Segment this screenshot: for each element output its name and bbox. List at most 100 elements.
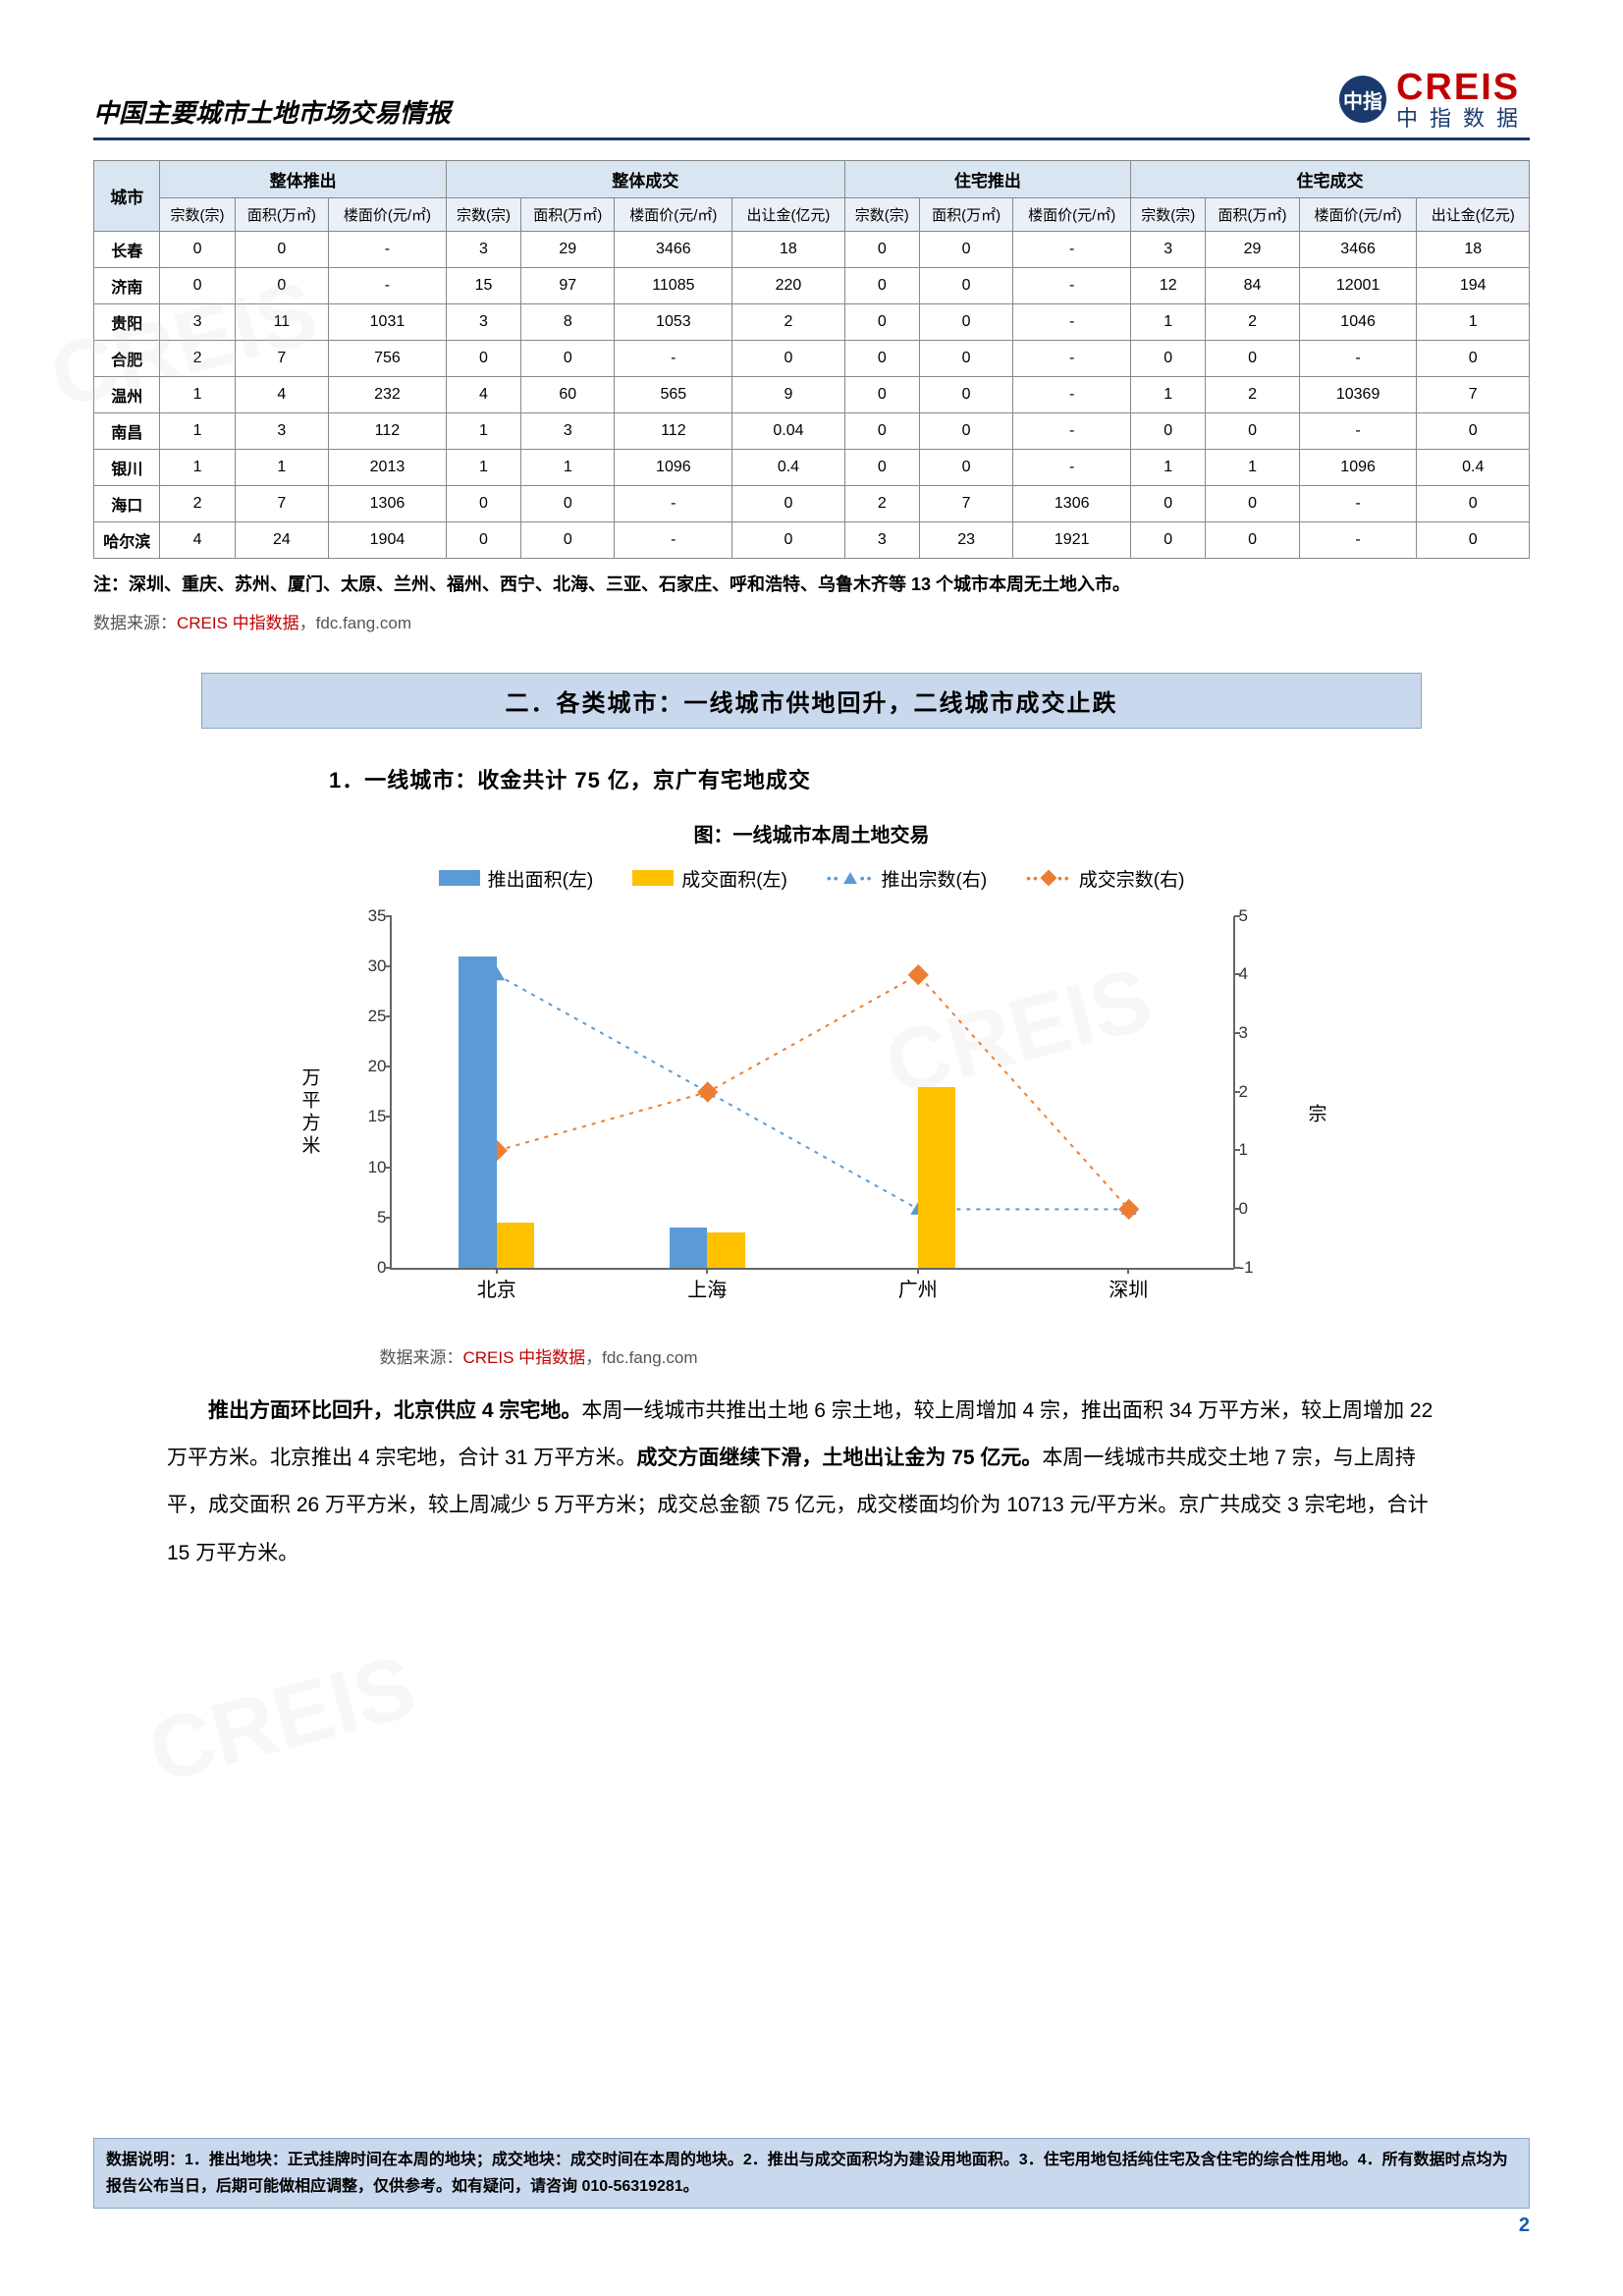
sub-col-header: 楼面价(元/㎡) [1299,198,1417,232]
cell-value: 60 [521,377,615,413]
sub-col-header: 出让金(亿元) [1417,198,1530,232]
cell-value: 1 [160,377,235,413]
logo-cn: 中指数据 [1396,108,1530,130]
cell-value: 1 [446,413,520,450]
legend-swatch-icon [632,870,674,886]
ytick-left: 0 [348,1258,387,1278]
ytick-right: 1 [1239,1140,1273,1160]
cell-value: 0 [1417,522,1530,559]
cell-value: 2 [1206,377,1299,413]
xtick: 上海 [687,1274,727,1302]
cell-value: 1 [1417,304,1530,341]
cell-value: 0 [919,304,1012,341]
tier1-chart: 推出面积(左) 成交面积(左) ••••推出宗数(右) ••••成交宗数(右) … [321,865,1303,1368]
cell-value: 3 [521,413,615,450]
cell-value: 15 [446,268,520,304]
cell-value: 1096 [615,450,732,486]
cell-city: 银川 [94,450,160,486]
table-row: 银川1120131110960.400-1110960.4 [94,450,1530,486]
cell-value: 11 [235,304,328,341]
bar-push-area [670,1228,708,1268]
y-axis-left-label: 万平方米 [297,1067,323,1158]
sub-section-title: 1．一线城市：收金共计 75 亿，京广有宅地成交 [329,763,1530,794]
cell-value: 0 [446,522,520,559]
cell-value: - [615,522,732,559]
cell-city: 贵阳 [94,304,160,341]
cell-value: 2 [1206,304,1299,341]
sub-col-header: 面积(万㎡) [521,198,615,232]
cell-value: 0 [1206,341,1299,377]
cell-value: 0 [919,268,1012,304]
cell-value: 0 [1417,486,1530,522]
cell-value: 756 [329,341,447,377]
cell-value: 1 [160,450,235,486]
cell-value: 1096 [1299,450,1417,486]
table-row: 哈尔滨424190400-0323192100-0 [94,522,1530,559]
cell-value: 0 [1206,522,1299,559]
cell-value: 0 [1417,413,1530,450]
cell-city: 长春 [94,232,160,268]
cell-value: - [1013,268,1131,304]
sub-col-header: 面积(万㎡) [1206,198,1299,232]
sub-col-header: 楼面价(元/㎡) [329,198,447,232]
cell-value: 1 [1131,377,1206,413]
watermark: CREIS [138,1636,425,1804]
cell-value: 0 [844,377,919,413]
cell-value: - [1013,341,1131,377]
cell-city: 济南 [94,268,160,304]
cell-value: 0 [446,486,520,522]
table-row: 贵阳3111031381053200-1210461 [94,304,1530,341]
cell-value: 0 [446,341,520,377]
cell-value: 84 [1206,268,1299,304]
ytick-right: 4 [1239,964,1273,984]
sub-col-header: 面积(万㎡) [235,198,328,232]
legend-deal-count: ••••成交宗数(右) [1026,865,1184,892]
table-body: 长春00-32934661800-329346618济南00-159711085… [94,232,1530,559]
cell-value: 2 [732,304,844,341]
ytick-left: 20 [348,1057,387,1076]
cell-value: - [1013,450,1131,486]
cell-city: 温州 [94,377,160,413]
cell-value: 0 [919,413,1012,450]
bar-deal-area [497,1223,535,1268]
cell-value: 3 [844,522,919,559]
cell-value: 0 [919,450,1012,486]
cell-value: 97 [521,268,615,304]
creis-logo: 中指 CREIS 中指数据 [1339,69,1530,130]
table-row: 海口27130600-027130600-0 [94,486,1530,522]
cell-value: - [1013,377,1131,413]
cell-value: 3 [446,232,520,268]
table-row: 济南00-15971108522000-128412001194 [94,268,1530,304]
cell-city: 合肥 [94,341,160,377]
section-title: 二．各类城市：一线城市供地回升，二线城市成交止跌 [201,673,1423,729]
cell-value: 2 [160,341,235,377]
cell-value: 3 [235,413,328,450]
cell-value: - [1299,341,1417,377]
source-prefix: 数据来源： [93,614,177,632]
group-header: 整体成交 [446,161,844,198]
cell-value: 12001 [1299,268,1417,304]
cell-value: 1921 [1013,522,1131,559]
cell-value: 0 [844,413,919,450]
cell-value: 12 [1131,268,1206,304]
cell-value: 7 [235,486,328,522]
cell-value: - [1299,413,1417,450]
xtick: 北京 [477,1274,516,1302]
cell-value: 1306 [1013,486,1131,522]
cell-value: 0 [919,341,1012,377]
legend-label: 成交面积(左) [681,865,787,892]
cell-value: 1 [1131,450,1206,486]
cell-value: 4 [235,377,328,413]
sub-col-header: 楼面价(元/㎡) [615,198,732,232]
cell-value: - [1013,232,1131,268]
cell-value: 3466 [1299,232,1417,268]
ytick-right: 3 [1239,1023,1273,1043]
xtick: 深圳 [1109,1274,1148,1302]
table-note: 注：深圳、重庆、苏州、厦门、太原、兰州、福州、西宁、北海、三亚、石家庄、呼和浩特… [93,571,1530,599]
cell-value: 3466 [615,232,732,268]
cell-value: 3 [160,304,235,341]
ytick-left: 25 [348,1007,387,1026]
cell-value: 0 [919,377,1012,413]
chart-svg [392,916,1234,1268]
legend-line-icon: •••• [827,870,874,886]
